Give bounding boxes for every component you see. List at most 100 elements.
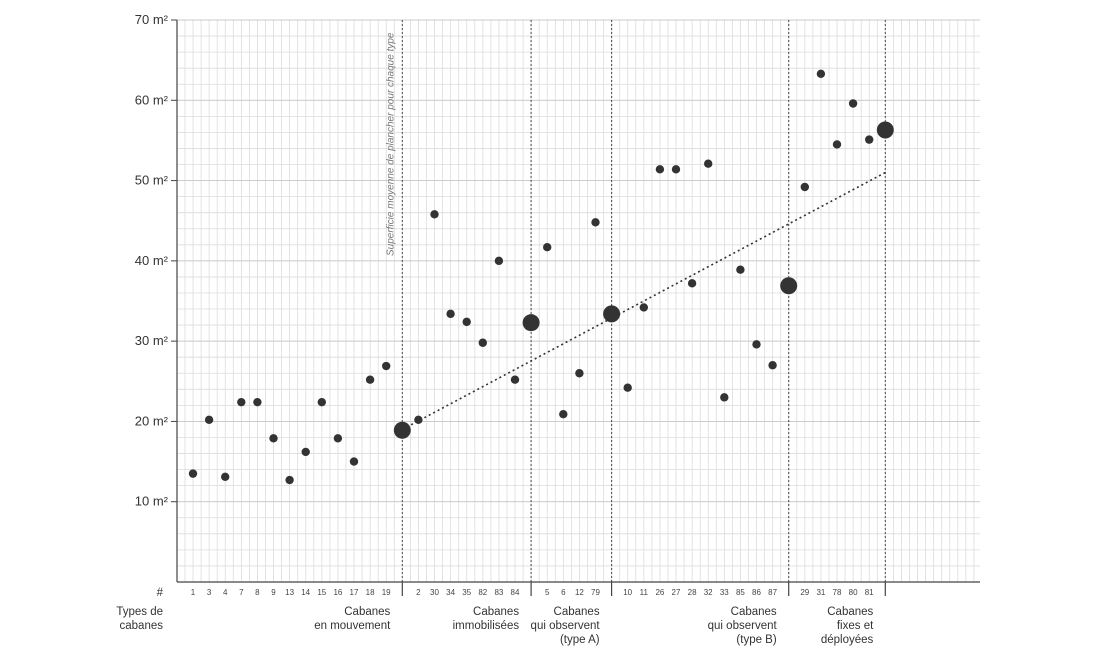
x-tick-label: 3 <box>207 588 212 597</box>
data-point <box>333 434 343 443</box>
group-label-line: qui observent <box>531 620 601 632</box>
x-tick-label: 78 <box>833 588 842 597</box>
data-point <box>430 210 439 219</box>
data-point <box>671 165 681 174</box>
data-point <box>494 256 504 266</box>
x-axis-name: Types de cabanes <box>116 606 163 632</box>
data-point <box>269 434 278 443</box>
y-tick-label: 50 m² <box>135 173 169 188</box>
x-tick-label: 28 <box>688 588 697 597</box>
x-tick-label: 79 <box>591 588 600 597</box>
x-tick-label: 80 <box>849 588 858 597</box>
data-point <box>188 469 198 478</box>
data-point <box>865 135 874 144</box>
data-point <box>575 369 584 378</box>
data-point <box>301 447 310 457</box>
mean-point <box>780 277 798 295</box>
x-tick-label: 5 <box>545 588 550 597</box>
data-point <box>736 265 745 274</box>
x-tick-label: 8 <box>255 588 260 597</box>
x-tick-label: 35 <box>462 588 471 597</box>
data-point <box>237 397 246 407</box>
group-label-line: déployées <box>821 634 874 646</box>
data-point <box>478 338 487 347</box>
data-point <box>414 415 423 425</box>
x-tick-label: 27 <box>672 588 681 597</box>
group-dividers <box>401 20 886 596</box>
data-point <box>204 415 214 425</box>
data-point <box>832 140 842 149</box>
mean-point <box>393 421 411 439</box>
x-tick-label: 17 <box>350 588 359 597</box>
data-point <box>285 475 294 485</box>
x-tick-label: 87 <box>768 588 777 597</box>
x-tick-label: 12 <box>575 588 584 597</box>
mean-point <box>522 314 540 332</box>
data-point <box>591 218 600 227</box>
group-label-line: Cabanes <box>731 606 777 618</box>
x-tick-label: 1 <box>191 588 196 597</box>
x-tick-label: 29 <box>800 588 809 597</box>
data-point <box>543 243 552 252</box>
x-tick-label: 18 <box>366 588 375 597</box>
data-point <box>510 375 520 384</box>
data-point <box>655 165 665 174</box>
trend-line-path <box>401 171 886 431</box>
mean-point <box>876 121 894 139</box>
x-tick-label: 85 <box>736 588 745 597</box>
group-label-line: en mouvement <box>314 620 391 632</box>
data-point <box>639 303 648 312</box>
mean-point <box>603 305 621 323</box>
group-label-line: qui observent <box>708 620 778 632</box>
group-label-line: immobilisées <box>453 620 520 632</box>
data-point <box>768 361 777 370</box>
data-point <box>623 383 632 392</box>
y-tick-label: 60 m² <box>135 92 169 107</box>
x-tick-label: 7 <box>239 588 244 597</box>
data-point <box>848 99 858 108</box>
data-point <box>800 182 809 192</box>
x-tick-label: 6 <box>561 588 566 597</box>
y-tick-label: 70 m² <box>135 12 169 27</box>
data-point <box>720 393 729 402</box>
x-tick-label: 13 <box>285 588 294 597</box>
grid <box>177 19 980 582</box>
data-point <box>317 397 326 407</box>
x-tick-label: 26 <box>655 588 664 597</box>
data-point <box>559 410 568 419</box>
group-label-line: (type B) <box>736 634 776 646</box>
data-point <box>365 375 375 384</box>
x-tick-label: 33 <box>720 588 729 597</box>
x-tick-label: 14 <box>301 588 310 597</box>
x-tick-label: 82 <box>478 588 487 597</box>
x-tick-label: 83 <box>494 588 503 597</box>
x-tick-labels: 1 3 4 7 8 9 13 14 15 16 17 18 19 2 30 34 35 82 83 84 5 6 12 79 1… <box>191 588 874 597</box>
data-point <box>349 457 359 466</box>
x-tick-label: 2 <box>416 588 421 597</box>
x-tick-label: 15 <box>317 588 326 597</box>
y-tick-label: 40 m² <box>135 253 169 268</box>
x-tick-label: 86 <box>752 588 761 597</box>
data-points <box>188 69 894 485</box>
data-point <box>816 69 826 78</box>
vertical-note: Superficie moyenne de plancher pour chaq… <box>385 32 396 256</box>
data-point <box>253 397 262 407</box>
y-tick-label: 20 m² <box>135 413 169 428</box>
x-tick-label: 84 <box>511 588 520 597</box>
trend-line <box>401 171 886 431</box>
x-tick-label: 16 <box>333 588 342 597</box>
y-tick-label: 30 m² <box>135 333 169 348</box>
group-label-line: Cabanes <box>473 606 519 618</box>
data-point <box>687 279 697 288</box>
group-labels: Cabanes en mouvement Cabanes immobilisées Ca… <box>314 606 874 646</box>
data-point <box>382 361 391 371</box>
x-tick-label: 10 <box>623 588 632 597</box>
group-label-line: (type A) <box>560 634 600 646</box>
group-label-line: Cabanes <box>827 606 873 618</box>
group-label-line: Cabanes <box>554 606 600 618</box>
x-tick-label: 11 <box>640 588 649 597</box>
x-tick-label: 81 <box>865 588 874 597</box>
data-point <box>752 340 761 349</box>
group-label-line: Cabanes <box>344 606 390 618</box>
